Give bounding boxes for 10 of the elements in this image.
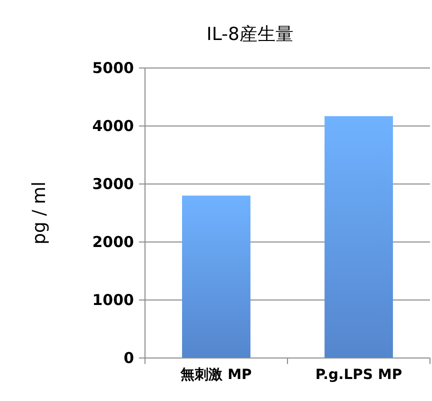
y-tick-label: 0 [124, 348, 134, 367]
y-tick-label: 5000 [92, 58, 134, 77]
y-tick-label: 3000 [92, 174, 134, 193]
y-tick-label: 2000 [92, 232, 134, 251]
y-tick-label: 1000 [92, 290, 134, 309]
y-tick-label: 4000 [92, 116, 134, 135]
x-tick-label: P.g.LPS MP [315, 367, 402, 384]
chart-title: IL-8産生量 [206, 24, 294, 45]
y-axis-title: pg / ml [29, 182, 50, 244]
x-tick-label: 無刺激 MP [180, 367, 252, 384]
